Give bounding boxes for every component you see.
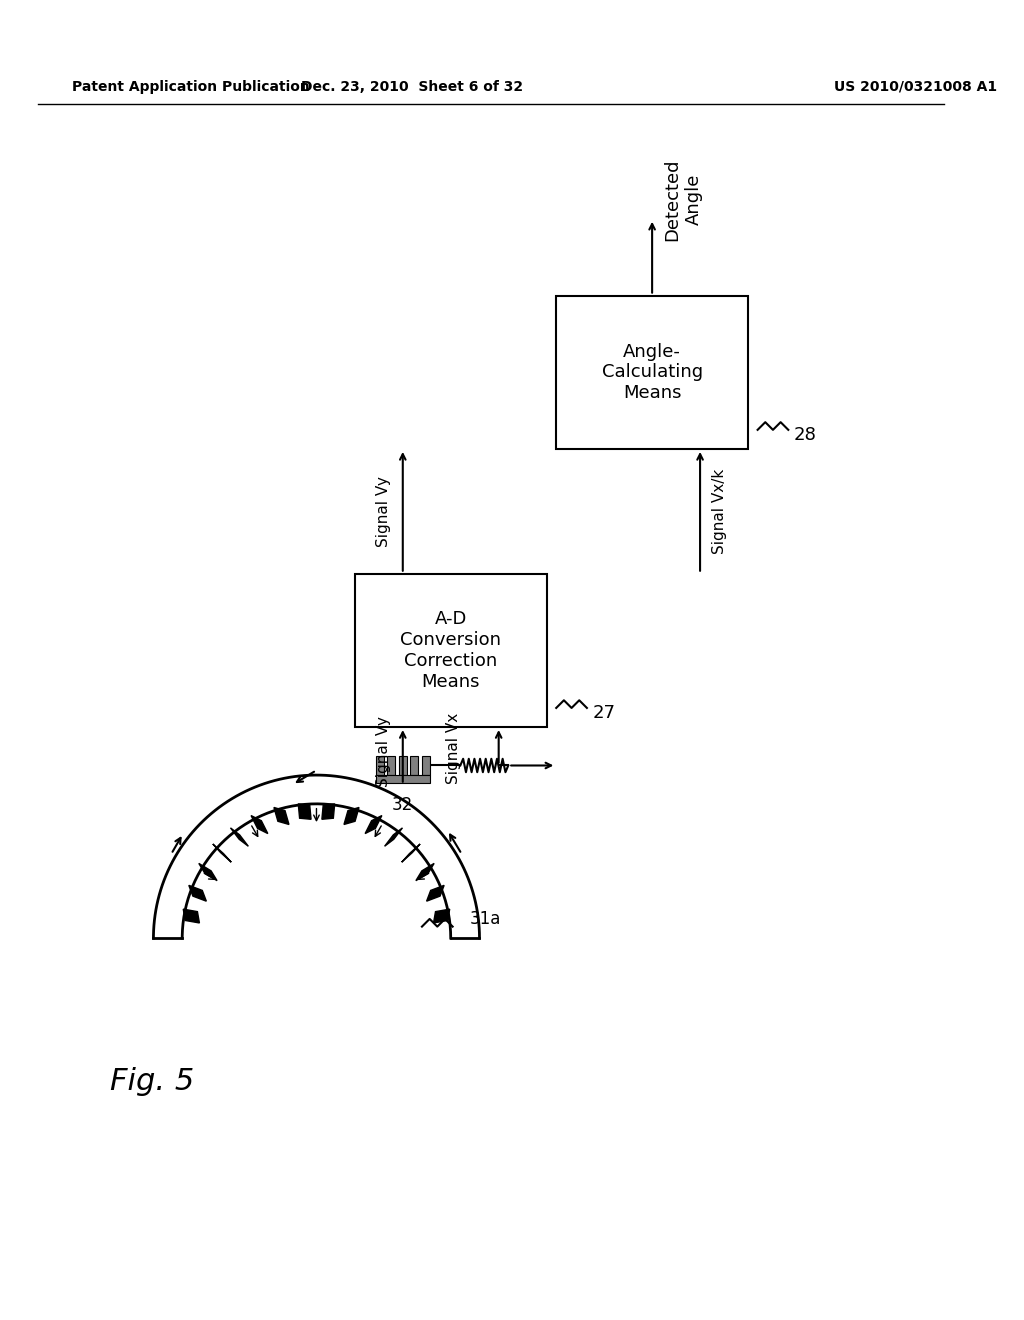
- Bar: [411, 756, 418, 775]
- Text: 32: 32: [392, 796, 414, 814]
- Bar: [355, 574, 547, 727]
- Bar: [376, 775, 430, 783]
- Text: Angle-
Calculating
Means: Angle- Calculating Means: [601, 342, 702, 403]
- Bar: [376, 756, 384, 775]
- Text: Fig. 5: Fig. 5: [111, 1068, 195, 1097]
- Polygon shape: [416, 863, 434, 880]
- Polygon shape: [401, 843, 420, 862]
- Polygon shape: [366, 816, 382, 833]
- Text: Signal Vx/k: Signal Vx/k: [712, 469, 727, 554]
- Polygon shape: [433, 909, 450, 923]
- Text: A-D
Conversion
Correction
Means: A-D Conversion Correction Means: [400, 610, 501, 690]
- Text: Signal Vy: Signal Vy: [376, 715, 391, 787]
- Text: 31a: 31a: [470, 909, 502, 928]
- Polygon shape: [183, 909, 200, 923]
- Text: Signal Vy: Signal Vy: [376, 477, 391, 546]
- Text: Dec. 23, 2010  Sheet 6 of 32: Dec. 23, 2010 Sheet 6 of 32: [301, 79, 523, 94]
- Text: US 2010/0321008 A1: US 2010/0321008 A1: [835, 79, 997, 94]
- Polygon shape: [322, 804, 335, 820]
- Text: 27: 27: [593, 704, 615, 722]
- Polygon shape: [188, 886, 207, 902]
- Text: Detected
Angle: Detected Angle: [664, 158, 702, 242]
- Polygon shape: [199, 863, 217, 880]
- Polygon shape: [213, 843, 231, 862]
- Text: 28: 28: [794, 425, 817, 444]
- Polygon shape: [344, 808, 359, 825]
- Bar: [387, 756, 395, 775]
- Polygon shape: [427, 886, 444, 902]
- Polygon shape: [274, 808, 289, 825]
- Polygon shape: [385, 828, 402, 846]
- Polygon shape: [298, 804, 311, 820]
- Bar: [556, 296, 748, 449]
- Polygon shape: [251, 816, 268, 833]
- Text: Patent Application Publication: Patent Application Publication: [72, 79, 309, 94]
- Bar: [422, 756, 430, 775]
- Bar: [399, 756, 407, 775]
- Polygon shape: [230, 828, 249, 846]
- Text: Signal Vx: Signal Vx: [445, 713, 461, 784]
